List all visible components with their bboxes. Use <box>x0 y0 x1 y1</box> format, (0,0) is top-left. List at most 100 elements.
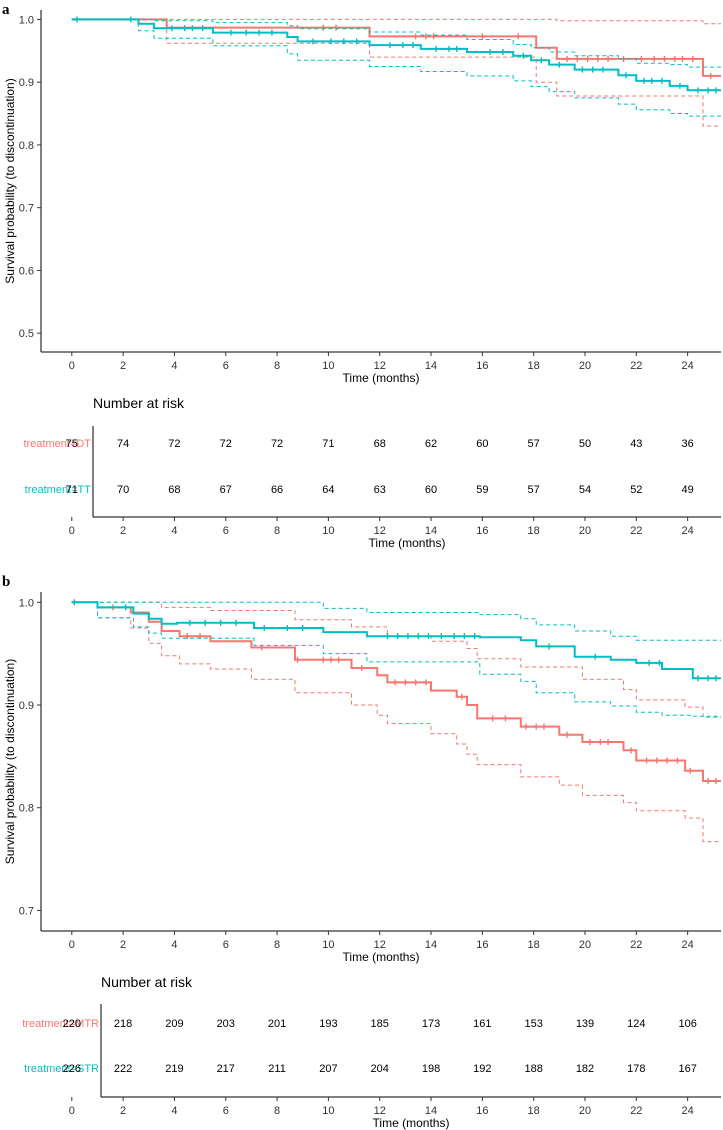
censor-mark <box>638 55 645 62</box>
x-tick-label: 8 <box>274 939 280 951</box>
x-tick-label: 0 <box>69 360 75 372</box>
censor-mark <box>71 599 78 606</box>
risk-group-label: treatment=DT <box>23 438 91 450</box>
risk-count: 66 <box>271 484 283 496</box>
confidence-lower-line <box>71 601 721 717</box>
x-tick-label: 12 <box>374 360 386 372</box>
censor-mark <box>694 675 701 682</box>
risk-count: 49 <box>682 484 694 496</box>
y-tick-label: 0.6 <box>19 265 34 277</box>
censor-mark <box>122 604 129 611</box>
risk-count: 193 <box>319 1018 337 1030</box>
censor-mark <box>599 66 606 73</box>
censor-mark <box>587 738 594 745</box>
censor-mark <box>520 52 527 59</box>
censor-mark <box>671 55 678 62</box>
y-tick-label: 0.9 <box>19 77 34 89</box>
risk-table-title: Number at risk <box>93 395 185 411</box>
x-tick-label: 20 <box>579 360 591 372</box>
censor-mark <box>327 38 334 45</box>
risk-count: 182 <box>576 1063 594 1075</box>
risk-time-label: 14 <box>425 1105 437 1117</box>
censor-mark <box>689 55 696 62</box>
censor-mark <box>648 77 655 84</box>
censor-mark <box>412 33 419 40</box>
censor-mark <box>461 633 468 640</box>
y-tick-label: 0.9 <box>19 700 34 712</box>
censor-mark <box>458 693 465 700</box>
risk-count: 161 <box>473 1018 491 1030</box>
risk-count: 68 <box>374 438 386 450</box>
risk-count: 62 <box>425 438 437 450</box>
censor-mark <box>384 633 391 640</box>
censor-mark <box>335 656 342 663</box>
risk-count: 57 <box>528 484 540 496</box>
x-tick-label: 2 <box>120 939 126 951</box>
risk-time-label: 10 <box>322 525 334 537</box>
censor-mark <box>679 55 686 62</box>
risk-count: 75 <box>66 438 78 450</box>
panel-label: a <box>2 2 10 18</box>
censor-mark <box>415 633 422 640</box>
censor-mark <box>433 45 440 52</box>
censor-mark <box>299 624 306 631</box>
censor-mark <box>658 77 665 84</box>
censor-mark <box>73 16 80 23</box>
censor-mark <box>712 87 719 94</box>
risk-time-label: 4 <box>171 525 177 537</box>
censor-mark <box>294 656 301 663</box>
x-tick-label: 12 <box>374 939 386 951</box>
censor-mark <box>446 45 452 52</box>
censor-mark <box>358 665 365 672</box>
censor-mark <box>589 66 596 73</box>
censor-mark <box>320 656 327 663</box>
risk-count: 70 <box>117 484 129 496</box>
risk-count: 74 <box>117 438 129 450</box>
x-tick-label: 2 <box>120 360 126 372</box>
confidence-lower-line <box>71 18 721 117</box>
series-treatment-tt <box>71 16 721 117</box>
risk-count: 50 <box>579 438 591 450</box>
censor-mark <box>705 87 712 94</box>
censor-mark <box>394 633 401 640</box>
y-tick-label: 0.7 <box>19 203 34 215</box>
censor-mark <box>261 624 268 631</box>
censor-mark <box>327 656 334 663</box>
x-tick-label: 14 <box>425 360 437 372</box>
censor-mark <box>564 55 571 62</box>
x-tick-label: 24 <box>682 939 694 951</box>
censor-mark <box>404 633 411 640</box>
censor-mark <box>227 29 234 36</box>
censor-mark <box>502 715 509 722</box>
x-axis-title: Time (months) <box>343 950 420 964</box>
risk-count: 59 <box>476 484 488 496</box>
risk-time-label: 16 <box>476 1105 488 1117</box>
x-tick-label: 20 <box>579 939 591 951</box>
censor-mark <box>605 55 612 62</box>
censor-mark <box>453 45 460 52</box>
censor-mark <box>410 42 417 49</box>
censor-mark <box>538 57 545 64</box>
risk-count: 178 <box>627 1063 645 1075</box>
risk-count: 64 <box>322 484 334 496</box>
censor-mark <box>533 723 540 730</box>
censor-mark <box>310 38 316 45</box>
censor-mark <box>592 653 599 660</box>
censor-mark <box>712 675 719 682</box>
risk-count: 72 <box>271 438 283 450</box>
censor-mark <box>651 55 658 62</box>
risk-count: 67 <box>220 484 232 496</box>
censor-mark <box>422 679 429 686</box>
censor-mark <box>661 55 668 62</box>
risk-time-label: 24 <box>682 525 694 537</box>
censor-mark <box>705 675 712 682</box>
x-tick-label: 4 <box>171 360 177 372</box>
confidence-upper-line <box>71 601 721 641</box>
x-tick-label: 18 <box>528 939 540 951</box>
risk-x-axis-title: Time (months) <box>373 1116 450 1130</box>
risk-time-label: 2 <box>120 525 126 537</box>
x-tick-label: 18 <box>528 360 540 372</box>
risk-count: 52 <box>630 484 642 496</box>
risk-count: 217 <box>217 1063 235 1075</box>
risk-time-label: 10 <box>322 1105 334 1117</box>
